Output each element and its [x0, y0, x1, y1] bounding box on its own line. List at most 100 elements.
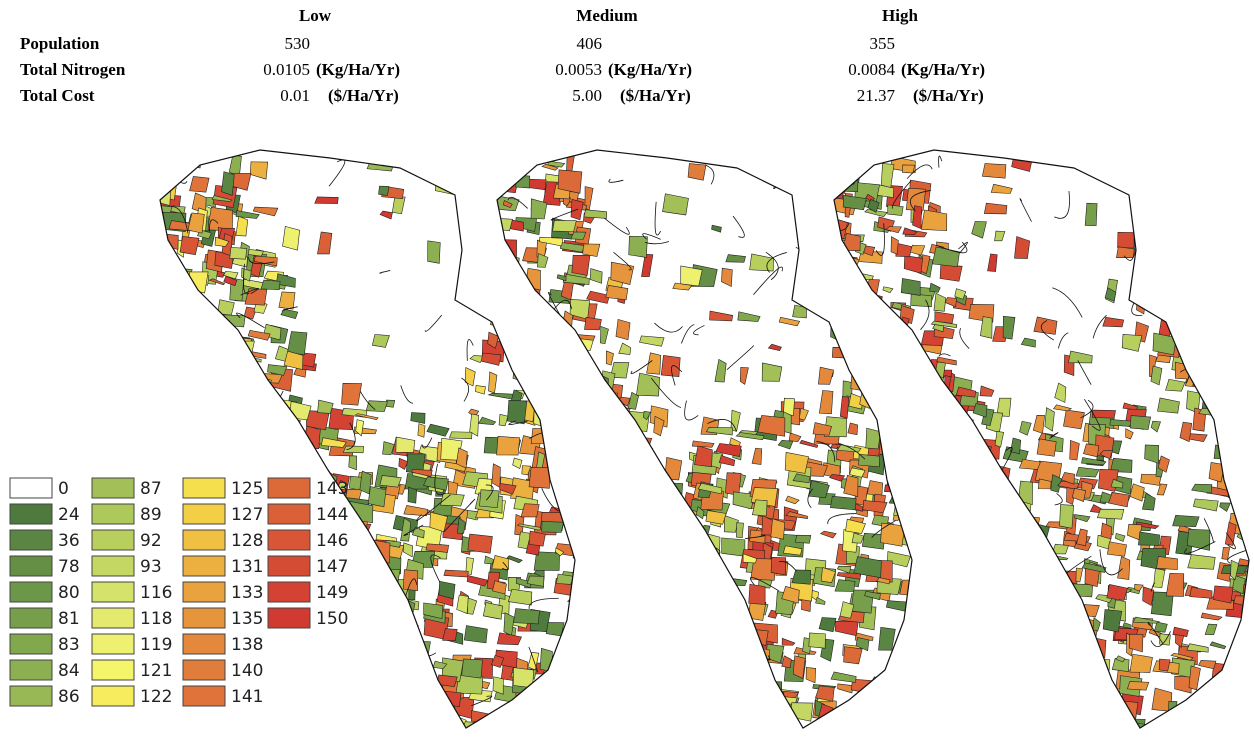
map-patch	[630, 658, 649, 664]
map-patch	[169, 394, 189, 403]
map-patch	[1170, 219, 1190, 227]
map-patch	[886, 460, 899, 475]
map-patch	[1009, 570, 1030, 590]
map-patch	[219, 457, 234, 467]
map-patch	[1232, 482, 1248, 496]
map-patch	[569, 639, 580, 656]
map-patch	[607, 624, 633, 639]
map-patch	[619, 580, 642, 592]
map-line	[978, 504, 999, 530]
map-patch	[1068, 632, 1094, 643]
map-patch	[191, 426, 200, 447]
row-label: Total Cost	[20, 86, 94, 106]
legend-label: 89	[140, 505, 162, 525]
map-patch	[531, 361, 552, 379]
map-patch	[1016, 666, 1040, 676]
map-patch	[926, 444, 953, 466]
map-patch	[900, 693, 925, 705]
map-patch	[335, 663, 359, 685]
legend-label: 133	[231, 583, 263, 603]
legend-swatch	[183, 582, 225, 602]
map-patch	[1244, 506, 1253, 529]
map-patch	[282, 674, 296, 691]
map-patch	[946, 615, 957, 631]
legend-swatch	[92, 608, 134, 628]
map-patch	[496, 283, 521, 298]
map-patch	[623, 565, 644, 588]
map-patch	[1229, 339, 1244, 357]
map-patch	[1236, 496, 1246, 509]
map-patch	[514, 717, 533, 734]
map-patch	[573, 678, 593, 684]
map-patch	[536, 382, 547, 395]
map-patch	[351, 580, 370, 589]
map-patch	[1195, 168, 1210, 180]
map-patch	[1249, 617, 1254, 638]
map-patch	[519, 338, 540, 359]
map-patch	[1085, 203, 1097, 226]
map-patch	[341, 383, 361, 405]
map-patch	[207, 329, 223, 342]
map-patch	[1162, 208, 1176, 224]
map-patch	[630, 674, 651, 684]
map-patch	[534, 704, 546, 719]
map-patch	[244, 372, 265, 383]
map-patch	[563, 360, 577, 380]
map-patch	[501, 172, 510, 182]
map-patch	[279, 450, 298, 465]
map-patch	[576, 485, 596, 499]
map-patch	[163, 547, 182, 563]
map-patch	[1037, 702, 1063, 723]
map-patch	[1171, 276, 1185, 294]
map-patch	[940, 264, 962, 281]
map-patch	[604, 475, 623, 499]
map-line	[168, 135, 178, 161]
map-patch	[649, 658, 673, 679]
map-patch	[1219, 298, 1244, 322]
map-patch	[352, 542, 360, 549]
map-patch	[306, 411, 329, 430]
map	[828, 150, 1254, 750]
map-patch	[1205, 323, 1230, 331]
unit: (Kg/Ha/Yr)	[608, 60, 692, 80]
map-patch	[867, 344, 886, 352]
map-patch	[839, 176, 849, 189]
map-patch	[544, 432, 555, 441]
map-patch	[1155, 228, 1169, 242]
map-patch	[1242, 155, 1254, 175]
map-patch	[190, 400, 205, 413]
map-patch	[912, 515, 927, 534]
map-patch	[945, 728, 969, 750]
map-patch	[175, 431, 198, 445]
map-patch	[245, 368, 261, 377]
map-patch	[793, 656, 805, 679]
map-patch	[167, 404, 177, 412]
map-patch	[573, 410, 582, 427]
map-patch	[617, 574, 641, 595]
map-patch	[873, 692, 894, 705]
map-patch	[282, 633, 304, 647]
map-patch	[1026, 707, 1036, 724]
map-patch	[1031, 646, 1045, 652]
map-patch	[900, 443, 923, 454]
map-patch	[946, 635, 965, 645]
map-patch	[569, 415, 581, 436]
map-patch	[492, 317, 514, 329]
map-patch	[275, 450, 297, 471]
map-patch	[625, 669, 650, 687]
map-patch	[189, 298, 205, 319]
map-patch	[908, 461, 919, 473]
map-patch	[980, 552, 995, 570]
legend-swatch	[268, 530, 310, 550]
map-patch	[291, 443, 313, 455]
map-patch	[342, 638, 352, 651]
map-patch	[1227, 465, 1248, 472]
map-patch	[881, 345, 893, 353]
map-patch	[545, 438, 555, 461]
map-patch	[1043, 579, 1062, 588]
map-patch	[159, 457, 183, 475]
map-patch	[894, 455, 918, 471]
map-patch	[603, 563, 613, 577]
map-patch	[690, 607, 708, 615]
map-patch	[984, 203, 1007, 214]
